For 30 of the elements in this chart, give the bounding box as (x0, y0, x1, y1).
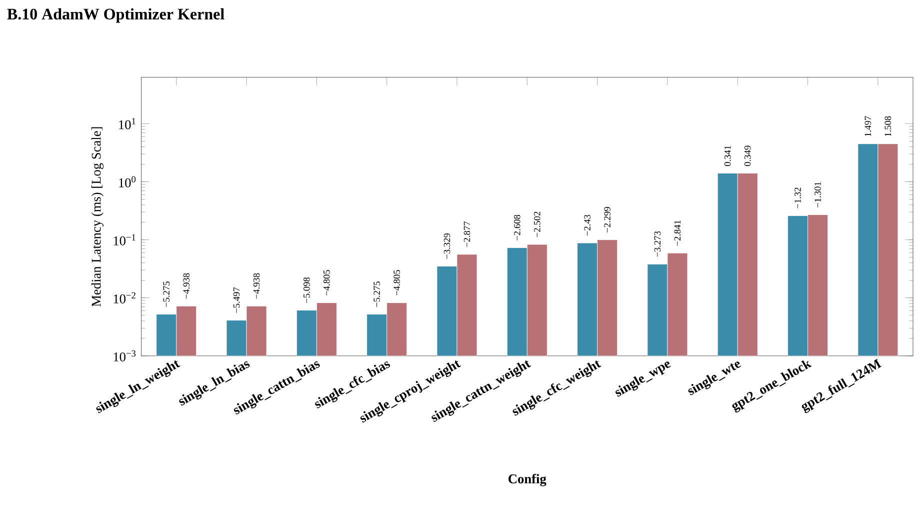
annotation: −2.502 (534, 212, 540, 238)
annotation: −5.275 (374, 282, 380, 308)
annotation: −4.805 (324, 270, 330, 296)
annotation: −2.43 (584, 214, 590, 236)
annotation: −2.608 (514, 214, 520, 240)
annotation: −3.329 (444, 234, 450, 259)
annotation: −1.32 (794, 188, 801, 208)
annotation: 1.508 (884, 116, 892, 136)
annotation: −3.273 (654, 231, 661, 257)
annotation: −2.841 (674, 220, 681, 246)
annotation: −2.877 (464, 222, 470, 248)
y-tick-label: 10$^{−1}$ (114, 234, 136, 246)
annotation: −4.805 (394, 270, 400, 296)
annotation: 0.349 (744, 146, 751, 166)
annotation: −5.098 (304, 278, 310, 303)
y-tick-label: 10$^{0}$ (119, 176, 136, 188)
y-axis-title: Median Latency (ms) [Log Scale] (91, 127, 104, 307)
annotation: 0.341 (724, 146, 731, 166)
annotation: −4.938 (183, 273, 190, 299)
chart-title: B.10 AdamW Optimizer Kernel (7, 8, 224, 23)
annotation: −2.299 (604, 207, 610, 232)
annotation: −5.275 (163, 282, 170, 308)
y-tick-label: 10$^{−3}$ (114, 350, 136, 362)
annotation: −5.497 (233, 287, 240, 313)
annotation: −4.938 (253, 273, 260, 299)
y-tick-label: 10$^{1}$ (119, 118, 136, 130)
x-axis-title: Config (508, 474, 546, 486)
y-tick-label: 10$^{−2}$ (114, 292, 136, 304)
annotation: −1.301 (814, 182, 821, 208)
annotation: 1.497 (864, 116, 872, 136)
